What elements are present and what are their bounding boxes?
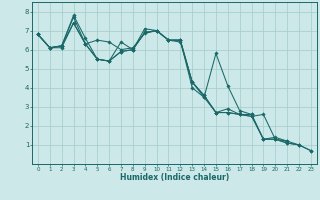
X-axis label: Humidex (Indice chaleur): Humidex (Indice chaleur) — [120, 173, 229, 182]
